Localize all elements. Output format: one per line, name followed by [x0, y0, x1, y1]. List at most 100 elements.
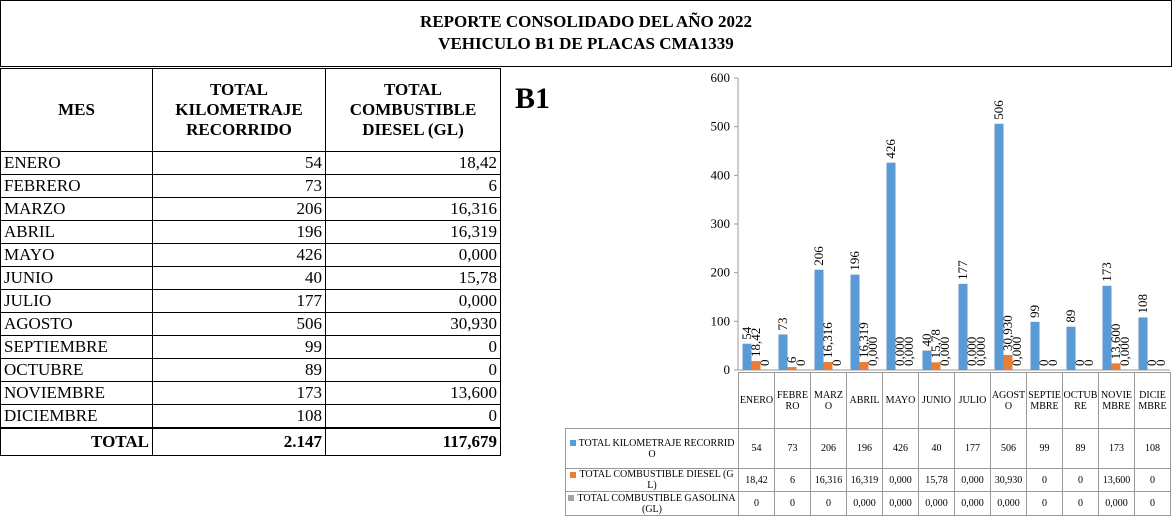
- legend-key: [568, 495, 575, 502]
- data-label: 16,316: [820, 322, 835, 358]
- table-cell: NOVIEMBRE: [0, 381, 153, 405]
- table-cell: 54: [152, 151, 326, 175]
- bar: [778, 334, 788, 370]
- data-label: 0: [757, 360, 772, 367]
- total-cell: TOTAL: [0, 427, 153, 456]
- bar: [931, 362, 941, 370]
- data-label: 0,000: [865, 337, 880, 366]
- y-tick-label: 0: [724, 362, 731, 377]
- x-tick-label: JUNIO: [918, 372, 955, 429]
- table-value: 0: [810, 491, 847, 516]
- table-value: 0,000: [918, 491, 955, 516]
- table-value: 506: [990, 428, 1027, 469]
- data-label: 0: [1072, 360, 1087, 367]
- data-label: 0: [1153, 360, 1168, 367]
- table-cell: 108: [152, 404, 326, 429]
- data-label: 73: [775, 317, 790, 330]
- table-cell: 18,42: [325, 151, 501, 175]
- table-value: 177: [954, 428, 991, 469]
- data-label: 40: [919, 334, 934, 347]
- table-cell: 99: [152, 335, 326, 359]
- table-cell: DICIEMBRE: [0, 404, 153, 429]
- x-tick-label: AGOSTO: [990, 372, 1027, 429]
- x-tick-label: SEPTIEMBRE: [1026, 372, 1063, 429]
- table-cell: 0: [325, 335, 501, 359]
- data-label: 0,000: [901, 337, 916, 366]
- table-value: 0,000: [990, 491, 1027, 516]
- table-value: 0,000: [882, 491, 919, 516]
- table-value: 89: [1062, 428, 1099, 469]
- table-value: 15,78: [918, 468, 955, 492]
- bar: [1102, 285, 1112, 370]
- bar: [823, 362, 833, 370]
- data-label: 0,000: [937, 337, 952, 366]
- bar: [751, 361, 761, 370]
- bar: [922, 350, 932, 370]
- data-label: 0: [1045, 360, 1060, 367]
- data-label: 99: [1027, 305, 1042, 318]
- table-value: 0: [1134, 468, 1171, 492]
- chart-title: B1: [515, 82, 550, 115]
- table-cell: 30,930: [325, 312, 501, 336]
- total-cell: 2.147: [152, 427, 326, 456]
- data-label: 13,600: [1108, 324, 1123, 360]
- data-label: 173: [1099, 262, 1114, 282]
- table-value: 13,600: [1098, 468, 1135, 492]
- data-label: 196: [847, 251, 862, 271]
- table-value: 426: [882, 428, 919, 469]
- table-value: 0,000: [954, 468, 991, 492]
- table-value: 0: [738, 491, 775, 516]
- table-row: SEPTIEMBRE 99 0: [0, 335, 501, 359]
- data-label: 54: [739, 326, 754, 340]
- bar: [850, 274, 860, 370]
- table-cell: MAYO: [0, 243, 153, 267]
- x-tick-label: ABRIL: [846, 372, 883, 429]
- table-value: 0,000: [954, 491, 991, 516]
- x-tick-label: JULIO: [954, 372, 991, 429]
- y-tick-label: 500: [711, 119, 731, 134]
- data-label: 0: [1081, 360, 1096, 367]
- table-value: 40: [918, 428, 955, 469]
- table-value: 0: [1062, 491, 1099, 516]
- y-tick-label: 400: [711, 167, 731, 182]
- table-value: 18,42: [738, 468, 775, 492]
- table-value: 54: [738, 428, 775, 469]
- table-cell: 0: [325, 404, 501, 429]
- table-cell: JULIO: [0, 289, 153, 313]
- header-row: MES TOTAL KILOMETRAJE RECORRIDO TOTAL CO…: [0, 68, 501, 152]
- data-label: 0,000: [964, 337, 979, 366]
- table-value: 0: [1026, 491, 1063, 516]
- data-label: 89: [1063, 310, 1078, 323]
- table-row: AGOSTO 506 30,930: [0, 312, 501, 336]
- table-value: 16,319: [846, 468, 883, 492]
- table-cell: JUNIO: [0, 266, 153, 290]
- table-row: JUNIO 40 15,78: [0, 266, 501, 290]
- bar: [1111, 363, 1121, 370]
- table-value: 0: [1026, 468, 1063, 492]
- table-cell: 426: [152, 243, 326, 267]
- x-tick-label: OCTUBRE: [1062, 372, 1099, 429]
- table-row: JULIO 177 0,000: [0, 289, 501, 313]
- table-row: DICIEMBRE 108 0: [0, 404, 501, 429]
- table-row: NOVIEMBRE 173 13,600: [0, 381, 501, 405]
- series-row: TOTAL COMBUSTIBLE GASOLINA (GL) 0 0 0 0,000 0…: [565, 491, 1171, 516]
- data-label: 0: [1036, 360, 1051, 367]
- table-value: 16,316: [810, 468, 847, 492]
- corner-cell: [566, 373, 739, 429]
- bar: [958, 283, 968, 370]
- table-cell: 0,000: [325, 289, 501, 313]
- bar: [742, 343, 752, 370]
- legend-label: TOTAL KILOMETRAJE RECORRIDO: [578, 437, 735, 460]
- table-value: 73: [774, 428, 811, 469]
- report-title: REPORTE CONSOLIDADO DEL AÑO 2022 VEHICUL…: [0, 0, 1172, 67]
- legend-label: TOTAL COMBUSTIBLE GASOLINA (GL): [577, 492, 736, 515]
- x-tick-label: NOVIEMBRE: [1098, 372, 1135, 429]
- bar: [994, 123, 1004, 370]
- y-tick-label: 600: [711, 70, 731, 85]
- table-cell: 177: [152, 289, 326, 313]
- table-cell: 0,000: [325, 243, 501, 267]
- table-cell: AGOSTO: [0, 312, 153, 336]
- table-value: 99: [1026, 428, 1063, 469]
- legend-key: [570, 471, 577, 478]
